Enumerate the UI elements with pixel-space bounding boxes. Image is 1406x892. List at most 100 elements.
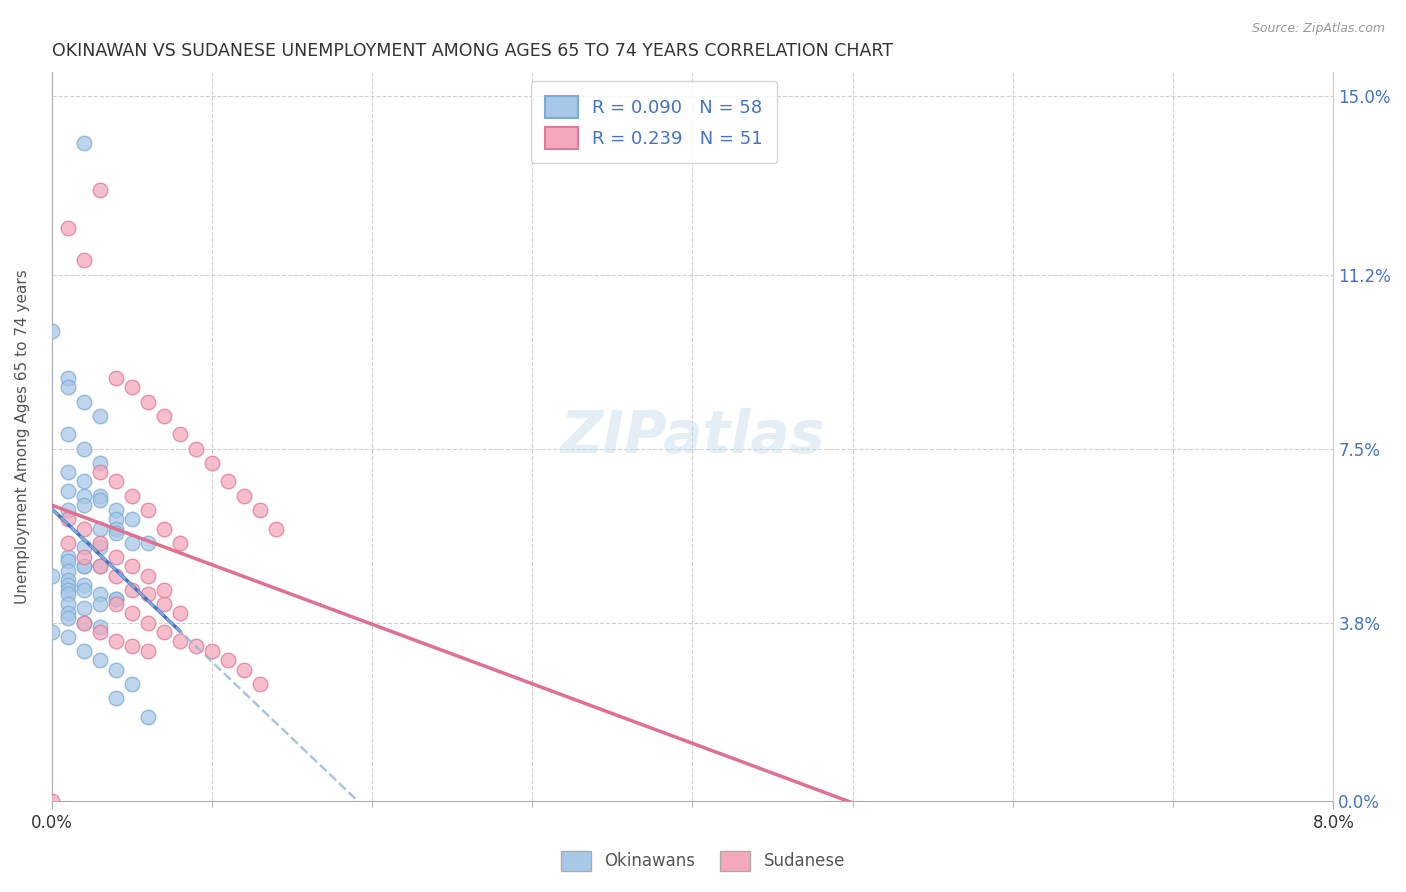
Point <box>89 559 111 574</box>
Point <box>152 409 174 423</box>
Point <box>104 549 127 564</box>
Point <box>104 634 127 648</box>
Point <box>104 568 127 582</box>
Point <box>136 568 159 582</box>
Point <box>152 521 174 535</box>
Point <box>72 253 94 268</box>
Point <box>56 502 79 516</box>
Point <box>121 582 143 597</box>
Point <box>56 606 79 620</box>
Point <box>56 535 79 549</box>
Point <box>184 442 207 456</box>
Point <box>89 489 111 503</box>
Point <box>56 371 79 385</box>
Point <box>72 394 94 409</box>
Point <box>104 597 127 611</box>
Point <box>89 587 111 601</box>
Point <box>136 535 159 549</box>
Point <box>121 535 143 549</box>
Point <box>232 489 254 503</box>
Point <box>89 541 111 555</box>
Point <box>56 582 79 597</box>
Point <box>136 709 159 723</box>
Point <box>56 427 79 442</box>
Point <box>104 512 127 526</box>
Y-axis label: Unemployment Among Ages 65 to 74 years: Unemployment Among Ages 65 to 74 years <box>15 269 30 604</box>
Point <box>72 615 94 630</box>
Point <box>72 498 94 512</box>
Point <box>72 475 94 489</box>
Legend: R = 0.090   N = 58, R = 0.239   N = 51: R = 0.090 N = 58, R = 0.239 N = 51 <box>531 81 778 163</box>
Point <box>89 559 111 574</box>
Point <box>249 502 271 516</box>
Point <box>121 512 143 526</box>
Point <box>72 582 94 597</box>
Point <box>72 615 94 630</box>
Point <box>89 409 111 423</box>
Point <box>56 483 79 498</box>
Point <box>169 606 191 620</box>
Point <box>41 624 63 639</box>
Point <box>136 644 159 658</box>
Point <box>104 371 127 385</box>
Point <box>217 653 239 667</box>
Point <box>121 489 143 503</box>
Point <box>89 620 111 634</box>
Point <box>121 380 143 394</box>
Point <box>56 380 79 394</box>
Point <box>104 502 127 516</box>
Point <box>89 465 111 479</box>
Point <box>89 456 111 470</box>
Point <box>89 597 111 611</box>
Point <box>136 394 159 409</box>
Point <box>136 502 159 516</box>
Point <box>72 489 94 503</box>
Point <box>104 690 127 705</box>
Point <box>217 475 239 489</box>
Point <box>72 549 94 564</box>
Point <box>104 592 127 607</box>
Point <box>121 639 143 653</box>
Point <box>89 521 111 535</box>
Text: OKINAWAN VS SUDANESE UNEMPLOYMENT AMONG AGES 65 TO 74 YEARS CORRELATION CHART: OKINAWAN VS SUDANESE UNEMPLOYMENT AMONG … <box>52 42 893 60</box>
Point <box>56 512 79 526</box>
Point <box>104 663 127 677</box>
Point <box>72 559 94 574</box>
Point <box>56 573 79 587</box>
Point <box>56 549 79 564</box>
Point <box>201 644 224 658</box>
Point <box>56 554 79 568</box>
Point <box>72 644 94 658</box>
Point <box>56 630 79 644</box>
Point <box>56 611 79 625</box>
Point <box>56 564 79 578</box>
Point <box>56 465 79 479</box>
Point <box>232 663 254 677</box>
Point <box>152 582 174 597</box>
Text: Source: ZipAtlas.com: Source: ZipAtlas.com <box>1251 22 1385 36</box>
Point <box>89 493 111 508</box>
Point <box>152 624 174 639</box>
Text: ZIPatlas: ZIPatlas <box>560 409 825 466</box>
Point <box>121 606 143 620</box>
Point <box>41 568 63 582</box>
Point <box>56 597 79 611</box>
Point <box>89 624 111 639</box>
Point <box>72 559 94 574</box>
Point <box>264 521 287 535</box>
Point <box>104 521 127 535</box>
Point <box>104 592 127 607</box>
Point <box>72 136 94 150</box>
Point <box>89 535 111 549</box>
Point <box>72 541 94 555</box>
Point <box>136 587 159 601</box>
Point <box>169 634 191 648</box>
Point <box>104 526 127 541</box>
Point <box>72 578 94 592</box>
Point <box>152 597 174 611</box>
Point <box>169 427 191 442</box>
Point <box>184 639 207 653</box>
Point <box>89 183 111 197</box>
Point <box>56 587 79 601</box>
Point <box>169 535 191 549</box>
